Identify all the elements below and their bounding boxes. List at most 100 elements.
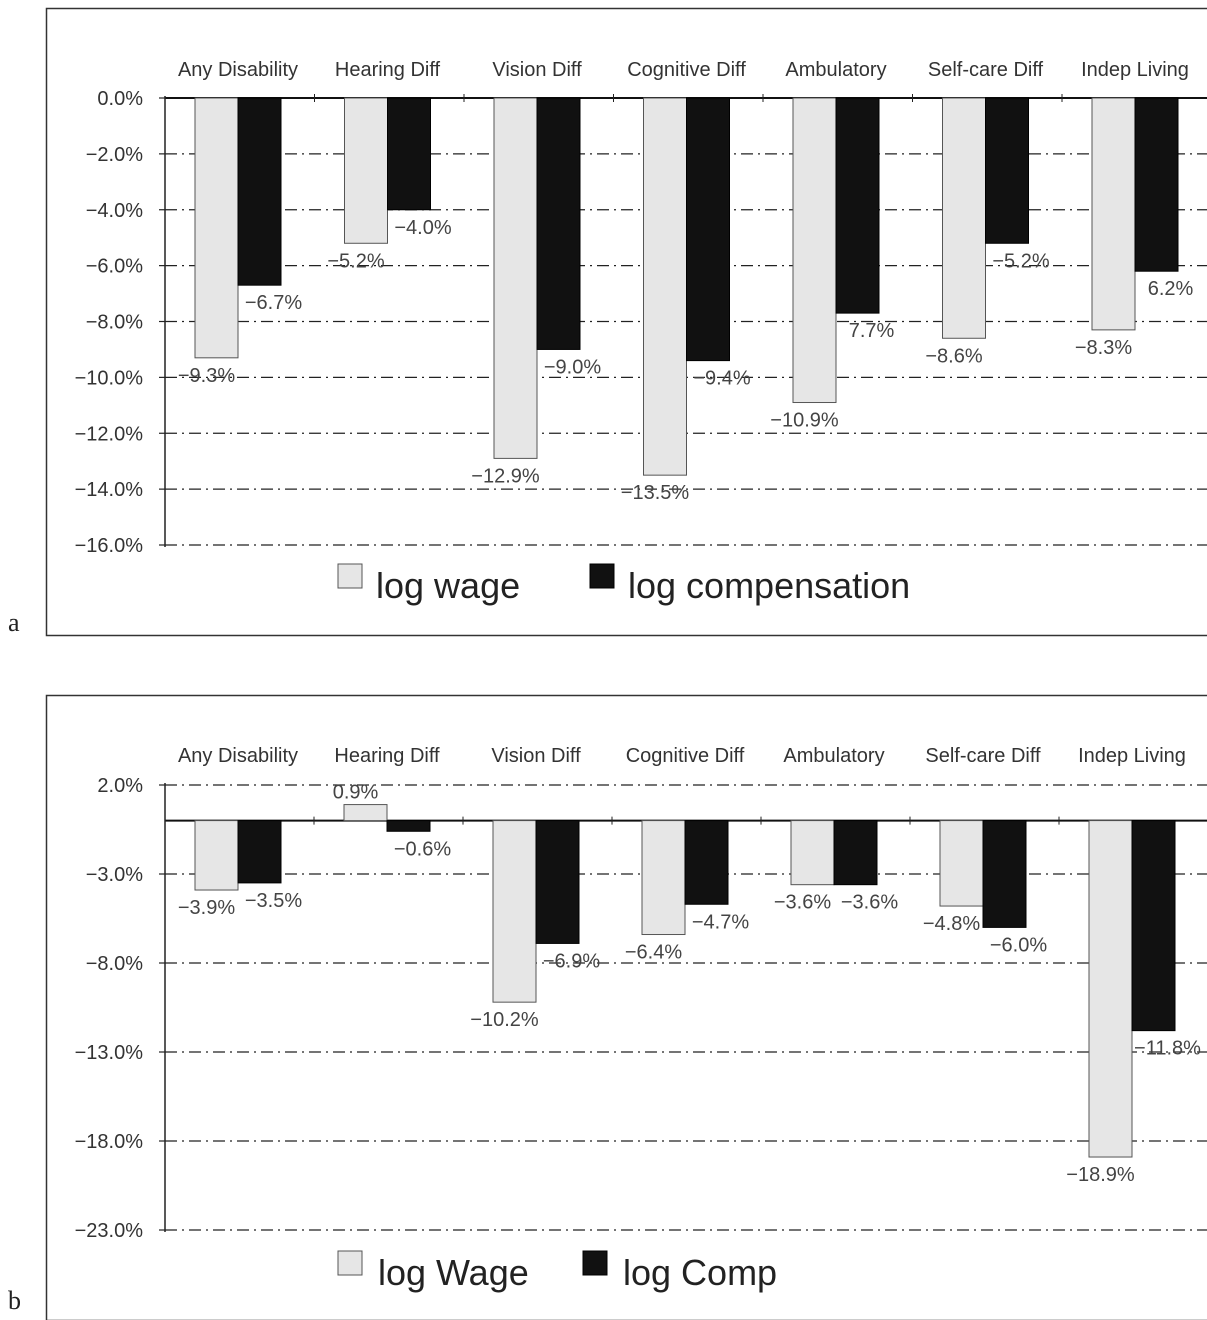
data-label: −13.5% (621, 482, 690, 504)
data-label: −0.6% (394, 838, 451, 860)
chart-frame (45, 7, 1207, 637)
y-tick-label: −10.0% (75, 367, 144, 389)
y-tick-label: −18.0% (75, 1131, 144, 1153)
bar-wage (641, 820, 686, 936)
bar-wage (939, 820, 984, 907)
panel-letter: a (8, 608, 20, 637)
data-label: −8.6% (925, 345, 982, 367)
y-tick-label: −2.0% (86, 144, 143, 166)
bar-compensation (237, 97, 282, 286)
bar-compensation (835, 97, 880, 314)
bar-compensation (833, 820, 878, 886)
bar-compensation (386, 820, 431, 832)
legend-label: log Wage (378, 1252, 529, 1293)
y-tick-label: 0.0% (97, 88, 143, 110)
legend-swatch-compensation (582, 1250, 608, 1276)
data-label: −3.9% (178, 897, 235, 919)
category-label: Self-care Diff (928, 59, 1044, 81)
category-label: Vision Diff (491, 745, 581, 767)
data-label: −10.9% (770, 410, 839, 432)
bar-compensation (237, 820, 282, 884)
data-label: −12.9% (471, 465, 540, 487)
bar-wage (194, 820, 239, 891)
bar-compensation (536, 97, 581, 350)
bar-compensation (985, 97, 1029, 244)
bar-wage (1088, 820, 1133, 1158)
bar-wage (344, 97, 388, 244)
bar-wage (492, 820, 537, 1003)
legend-swatch-compensation (589, 563, 615, 589)
y-tick-label: −4.0% (86, 200, 143, 222)
data-label: −4.8% (923, 913, 980, 935)
data-label: −5.2% (327, 250, 384, 272)
bar-wage (643, 97, 687, 476)
bar-compensation (1131, 820, 1176, 1032)
data-label: −10.2% (470, 1009, 539, 1031)
data-label: −11.8% (1134, 1038, 1201, 1060)
y-tick-label: 2.0% (97, 775, 143, 797)
data-label: −9.4% (693, 368, 750, 390)
data-label: −3.6% (774, 892, 831, 914)
y-tick-label: −6.0% (86, 256, 143, 278)
y-tick-label: −13.0% (75, 1042, 144, 1064)
data-label: −6.4% (625, 942, 682, 964)
data-label: −6.0% (990, 934, 1047, 956)
category-label: Self-care Diff (925, 745, 1041, 767)
data-label: −5.2% (992, 250, 1049, 272)
bar-wage (493, 97, 538, 459)
legend-label: log Comp (623, 1252, 777, 1293)
data-label: −4.7% (692, 911, 749, 933)
category-label: Vision Diff (492, 59, 582, 81)
chart-a-svg: 0.0% −2.0% −4.0% −6.0% −8.0% −10.0% −12.0% −14.… (45, 7, 1207, 637)
category-label: Hearing Diff (334, 745, 440, 767)
bar-compensation (686, 97, 730, 362)
category-label: Any Disability (178, 59, 298, 81)
bar-wage (792, 97, 837, 404)
y-tick-label: −8.0% (86, 953, 143, 975)
bar-compensation (982, 820, 1027, 928)
chart-frame (45, 694, 1207, 1320)
data-label: 0.9% (333, 782, 379, 804)
data-label: −6.7% (245, 292, 302, 314)
category-label: Hearing Diff (335, 59, 441, 81)
legend-label: log compensation (628, 565, 910, 606)
panel-letter: b (8, 1286, 21, 1315)
data-label: −9.0% (544, 356, 601, 378)
category-label: Indep Living (1081, 59, 1189, 81)
data-label: −3.6% (841, 892, 898, 914)
category-label: Indep Living (1078, 745, 1186, 767)
data-label: 7.7% (849, 320, 895, 342)
chart-panel-a: 0.0% −2.0% −4.0% −6.0% −8.0% −10.0% −12.0% −14.… (0, 0, 1207, 640)
data-label: −4.0% (394, 217, 451, 239)
data-label: −6.9% (543, 950, 600, 972)
y-tick-label: −16.0% (75, 535, 144, 557)
bar-wage (194, 97, 239, 359)
category-label: Any Disability (178, 745, 298, 767)
chart-b-svg: 2.0% −3.0% −8.0% −13.0% −18.0% −23.0% Any Disa… (45, 694, 1207, 1320)
y-tick-label: −8.0% (86, 312, 143, 334)
data-label: −8.3% (1075, 337, 1132, 359)
bar-wage (790, 820, 835, 886)
y-tick-label: −23.0% (75, 1220, 144, 1242)
bar-compensation (535, 820, 580, 944)
chart-panel-b: 2.0% −3.0% −8.0% −13.0% −18.0% −23.0% Any Disa… (0, 690, 1207, 1320)
legend-label: log wage (376, 565, 520, 606)
category-label: Cognitive Diff (627, 59, 746, 81)
data-label: −18.9% (1066, 1164, 1135, 1186)
bar-compensation (387, 97, 431, 211)
y-tick-label: −3.0% (86, 864, 143, 886)
bar-compensation (1134, 97, 1179, 272)
data-label: −9.3% (178, 365, 235, 387)
legend-swatch-wage (337, 563, 363, 589)
category-label: Cognitive Diff (626, 745, 745, 767)
category-label: Ambulatory (785, 59, 886, 81)
bar-compensation (684, 820, 729, 905)
bar-wage (1091, 97, 1136, 331)
legend-swatch-wage (337, 1250, 363, 1276)
data-label: −3.5% (245, 890, 302, 912)
category-label: Ambulatory (783, 745, 884, 767)
bar-wage (343, 804, 388, 822)
data-label: 6.2% (1148, 278, 1194, 300)
y-tick-label: −14.0% (75, 479, 144, 501)
bar-wage (942, 97, 986, 339)
